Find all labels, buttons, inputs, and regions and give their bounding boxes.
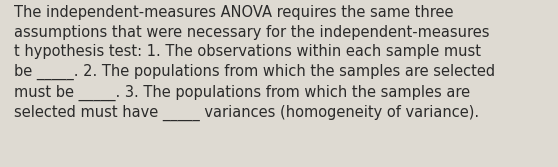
Text: The independent-measures ANOVA requires the same three
assumptions that were nec: The independent-measures ANOVA requires … — [14, 5, 495, 121]
